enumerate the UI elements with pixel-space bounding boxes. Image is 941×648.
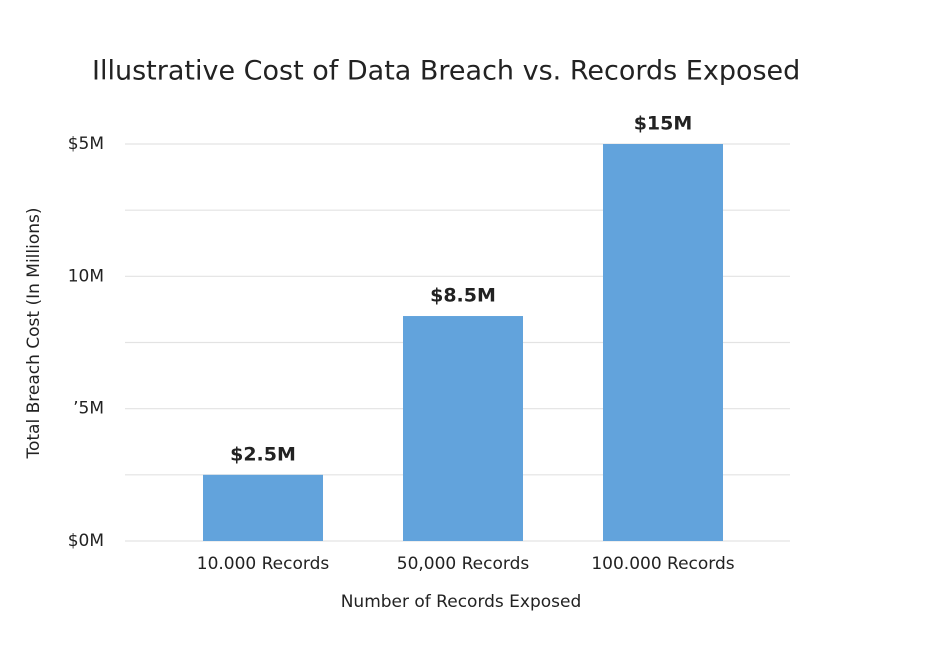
x-axis-title: Number of Records Exposed (341, 592, 582, 612)
y-tick-label: $0M (68, 531, 104, 551)
x-tick-label: 100.000 Records (591, 554, 734, 574)
x-tick-label: 10.000 Records (197, 554, 330, 574)
y-tick-label: 10M (68, 266, 104, 286)
data-label: $8.5M (430, 285, 496, 307)
bar (603, 144, 723, 541)
chart-title: Illustrative Cost of Data Breach vs. Rec… (92, 56, 800, 87)
y-tick-label: $5M (68, 134, 104, 154)
data-label: $2.5M (230, 443, 296, 465)
data-label: $15M (634, 113, 693, 135)
y-tick-label: ’5M (73, 399, 104, 419)
y-axis-title: Total Breach Cost (In Millions) (24, 207, 44, 459)
x-tick-label: 50,000 Records (397, 554, 530, 574)
bar (203, 474, 323, 541)
bar (403, 316, 523, 541)
